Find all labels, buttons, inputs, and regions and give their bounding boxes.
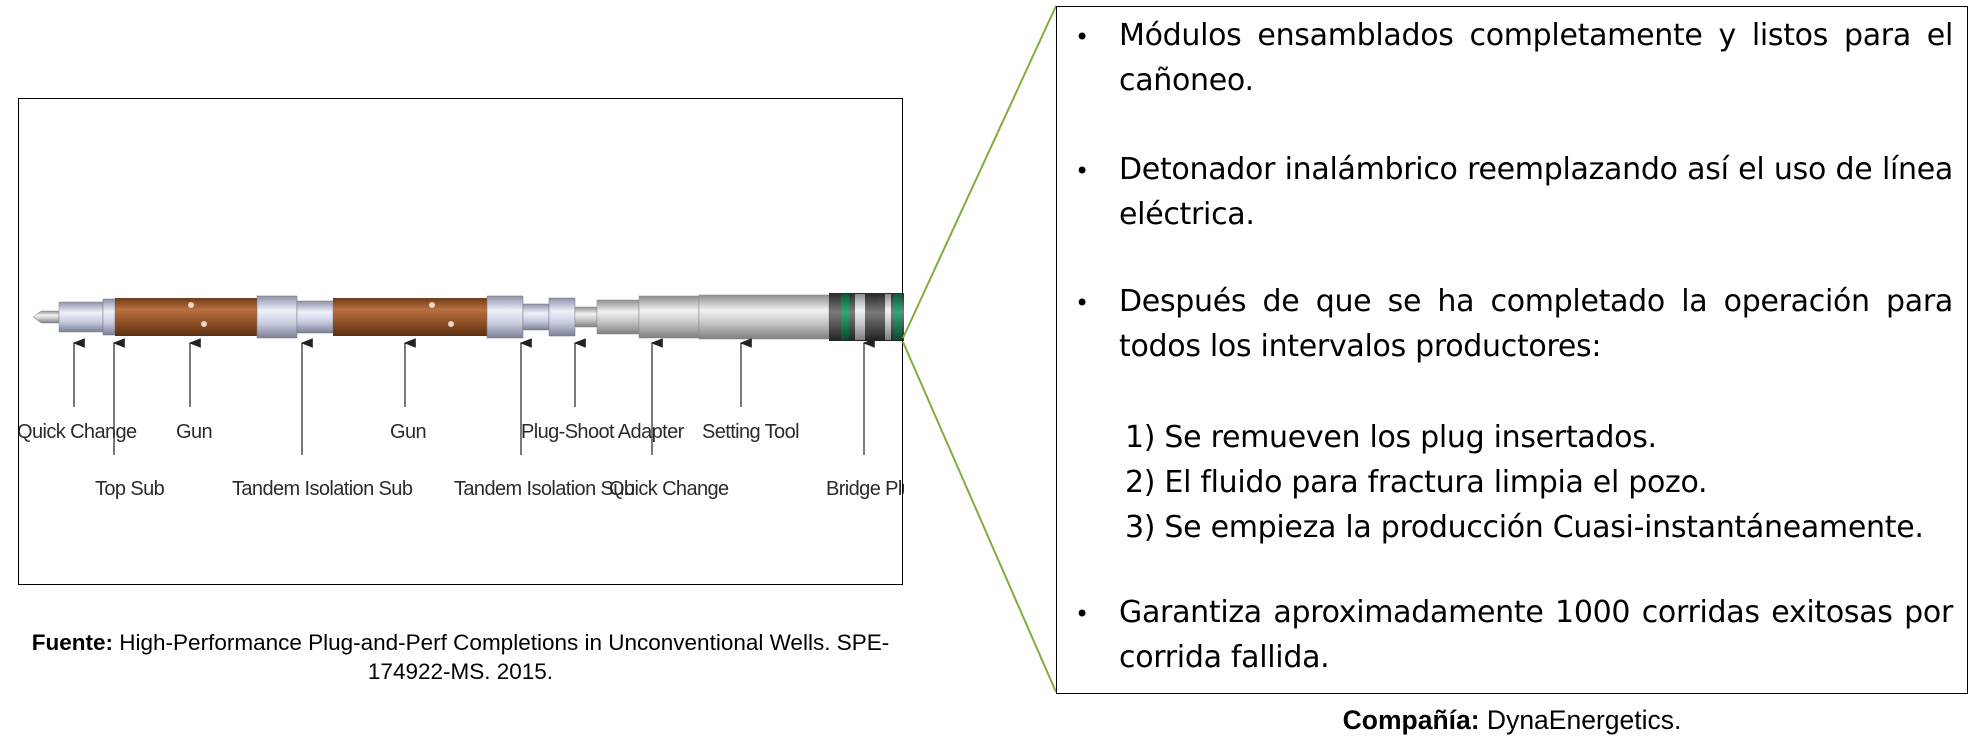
quick-change-part-2: [596, 299, 640, 335]
tool-string: [32, 293, 904, 341]
label-setting-tool: Setting Tool: [702, 421, 799, 443]
tool-string-figure: Quick Change Gun Gun Plug-Shoot Adapter …: [18, 98, 904, 585]
plug-band: [871, 294, 879, 340]
bullet-marker: •: [1075, 157, 1090, 185]
plug-band: [855, 294, 865, 340]
gun-1-port: [188, 302, 194, 308]
gun-1-port: [201, 321, 207, 327]
bullet-text-1: Módulos ensamblados completamente y list…: [1119, 18, 1953, 98]
bullet-text-4: Garantiza aproximadamente 1000 corridas …: [1119, 595, 1953, 675]
label-tandem-sub-2: Tandem Isolation Sub: [454, 478, 635, 500]
bridge-plug: [829, 293, 904, 341]
nose-tip: [32, 310, 60, 324]
label-tandem-sub-1: Tandem Isolation Sub: [232, 478, 413, 500]
labels-upper: Quick Change Gun Gun Plug-Shoot Adapter …: [19, 421, 800, 443]
company-label: Compañía:: [1342, 705, 1480, 735]
bullet-text-2: Detonador inalámbrico reemplazando así e…: [1119, 152, 1953, 232]
connector-line-top: [902, 5, 1057, 339]
top-sub-part: [102, 298, 116, 336]
bullet-marker: •: [1075, 289, 1090, 317]
gun-2-port: [448, 321, 454, 327]
tool-string-diagram: Quick Change Gun Gun Plug-Shoot Adapter …: [19, 293, 904, 500]
tandem-sub-2-neck: [522, 303, 550, 331]
label-quick-change-2: Quick Change: [609, 478, 729, 500]
adapter-neck: [574, 306, 598, 328]
company-caption: Compañía: DynaEnergetics.: [1056, 700, 1968, 740]
bullet-marker: •: [1075, 23, 1090, 51]
quick-change-part: [58, 301, 104, 333]
label-gun-2: Gun: [390, 421, 426, 443]
plug-band: [893, 294, 902, 340]
setting-tool: [638, 295, 700, 339]
label-gun-1: Gun: [176, 421, 212, 443]
bullet-marker: •: [1075, 600, 1090, 628]
gun-2-port: [429, 302, 435, 308]
label-plug-shoot-adapter: Plug-Shoot Adapter: [521, 421, 685, 443]
label-bridge-plug: Bridge Plug: [826, 478, 904, 500]
tandem-sub-1: [256, 295, 298, 339]
step-2: 2) El fluido para fractura limpia el poz…: [1125, 465, 1708, 500]
features-box: • Módulos ensamblados completamente y li…: [1056, 6, 1968, 694]
labels-lower: Top Sub Tandem Isolation Sub Tandem Isol…: [95, 478, 904, 500]
source-caption: Fuente: High-Performance Plug-and-Perf C…: [18, 628, 903, 686]
tandem-sub-1-neck: [296, 300, 334, 334]
callout-lines: [72, 338, 875, 455]
caption-text: High-Performance Plug-and-Perf Completio…: [113, 630, 890, 684]
plug-band: [841, 294, 849, 340]
step-3: 3) Se empieza la producción Cuasi-instan…: [1125, 510, 1924, 545]
plug-band: [885, 294, 891, 340]
plug-shoot-adapter: [548, 297, 576, 337]
company-name: DynaEnergetics.: [1479, 705, 1682, 735]
bullet-text-3: Después de que se ha completado la opera…: [1119, 284, 1953, 364]
caption-label: Fuente:: [31, 630, 114, 655]
label-quick-change: Quick Change: [19, 421, 137, 443]
step-1: 1) Se remueven los plug insertados.: [1125, 420, 1657, 455]
gun-2: [333, 298, 487, 336]
label-top-sub: Top Sub: [95, 478, 165, 500]
setting-tool-body: [698, 294, 830, 340]
gun-1: [115, 298, 257, 336]
connector-line-bottom: [902, 341, 1057, 693]
tandem-sub-2: [486, 295, 524, 339]
